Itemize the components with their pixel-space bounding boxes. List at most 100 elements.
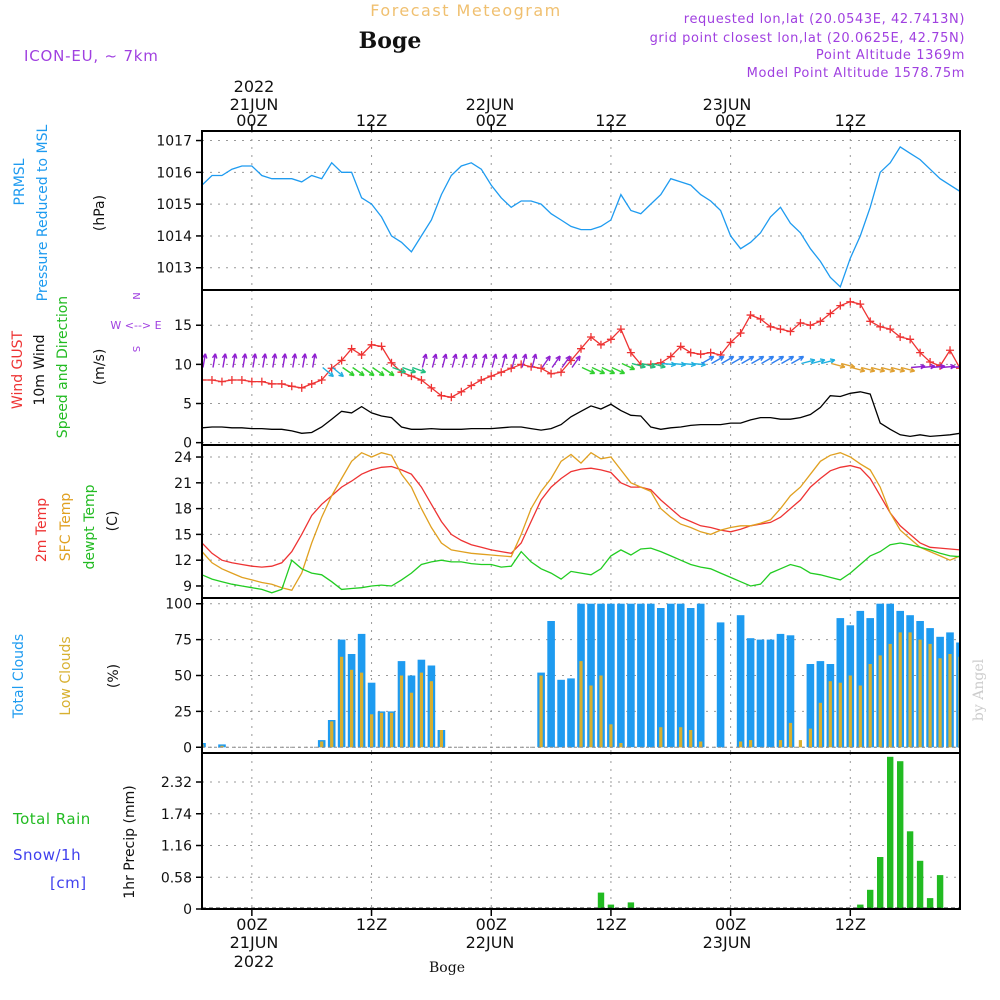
pressure-unit: (hPa) [92,195,108,231]
y-tick-label: 5 [183,397,192,413]
bottom-day-label: 22JUN [466,933,515,952]
total-clouds-bar [766,639,775,748]
rain-bar [897,761,904,909]
precip-title: 1hr Precip (mm) [122,785,138,898]
wind-direction-arrow [781,355,795,365]
compass-south: S [130,346,141,352]
total-clouds-bar [657,608,665,748]
wind-direction-arrow [471,353,478,368]
wind-direction-arrow [731,355,745,365]
wind-direction-arrow [881,366,896,373]
top-tick-label: 00Z [715,111,746,130]
wind-direction-arrow [382,366,395,377]
total-clouds-bar [202,743,206,748]
wind-direction-arrow [821,358,836,365]
low-clouds-bar [928,643,932,748]
y-tick-label: 1016 [156,165,192,181]
total-clouds-bar [776,633,785,748]
wind-direction-arrow [751,355,765,365]
y-tick-label: 100 [165,597,192,613]
bottom-time-ticks: 00Z 12Z 00Z 12Z 00Z 12Z [236,909,866,934]
wind-direction-arrow [651,362,666,369]
total-clouds-bar [686,608,695,748]
gust-marker [806,321,815,330]
wind-direction-arrow [581,366,596,375]
rain-bar [597,892,605,909]
top-day-label: 22JUN [466,95,515,114]
bottom-day-label: 23JUN [703,933,752,952]
low-clouds-bar [868,664,872,748]
panel-frame [201,289,961,446]
plot-area [202,756,960,909]
wind-direction-arrow [251,353,258,368]
low-clouds-bar [838,682,842,748]
gust-marker [317,376,326,385]
grid-coordinates: grid point closest lon,lat (20.0625E, 42… [650,31,965,46]
low-clouds-bar [878,655,882,748]
top-tick-label: 00Z [236,111,267,130]
wind-direction-arrow [711,355,725,365]
bottom-tick-label: 00Z [236,915,267,934]
gust-marker [367,340,376,349]
wind-direction-arrow [231,353,238,368]
top-tick-label: 12Z [356,111,387,130]
wind-direction-arrow [332,366,345,378]
wind-direction-arrow [531,353,538,368]
low-clouds-title: Low Clouds [58,636,74,715]
model-label: ICON-EU, ~ 7km [24,47,159,65]
gust-marker [497,368,506,377]
gust-marker [237,376,246,385]
pressure-panel: 1013 1014 1015 1016 1017 [156,130,961,291]
low-clouds-bar [220,745,224,748]
total-clouds-bar [836,618,845,748]
dewpt-title: dewpt Temp [82,484,98,569]
snow-unit-label: [cm] [50,874,87,892]
gust-marker [666,352,675,361]
total-clouds-bar [637,603,645,748]
wind-direction-arrow [791,355,805,365]
gust-marker [686,348,695,357]
point-altitude: Point Altitude 1369m [816,48,965,63]
total-clouds-bar [696,603,705,748]
wind-title: 10m Wind [32,334,48,405]
wind-direction-arrow [271,353,278,368]
low-clouds-bar [609,724,613,748]
y-tick-label: 1.16 [161,839,192,855]
low-clouds-bar [350,669,354,748]
wind-direction-arrow [362,366,375,377]
wind-direction-arrow [221,353,228,368]
gust-marker [786,327,795,336]
top-year-label: 2022 [234,77,275,96]
wind-direction-arrow [281,353,288,368]
low-clouds-bar [788,722,793,748]
gust-marker [427,383,436,392]
wind-direction-arrow [721,355,735,365]
pressure-title-line-1: PRMSL [12,158,28,205]
y-tick-label: 1.74 [161,807,192,823]
total-clouds-bar [597,603,605,748]
wind-direction-arrow [621,362,636,371]
wind-direction-arrow [541,355,551,368]
wind-direction-arrow [561,355,571,368]
low-clouds-bar [589,685,593,748]
compass-west-east: W <--> E [110,319,161,332]
low-clouds-bar [320,741,324,748]
top-time-ticks: 00Z 12Z 00Z 12Z 00Z 12Z [236,111,866,131]
wind-direction-arrow [521,353,528,368]
gust-marker [596,340,605,349]
y-tick-label: 0.58 [161,870,192,886]
gust-marker [766,322,775,331]
gust-marker [616,325,625,334]
top-tick-label: 00Z [476,111,507,130]
plot-area [202,297,960,438]
y-tick-label: 21 [174,476,192,492]
temp-title: 2m Temp [34,498,50,562]
low-clouds-bar [379,712,384,748]
gust-marker [586,332,595,341]
wind-direction-arrow [601,366,616,375]
y-tick-label: 12 [174,553,192,569]
gust-marker [477,376,486,385]
wind-direction-arrow [392,366,407,374]
low-clouds-bar [808,728,812,748]
wind-direction-arrow [891,366,906,373]
